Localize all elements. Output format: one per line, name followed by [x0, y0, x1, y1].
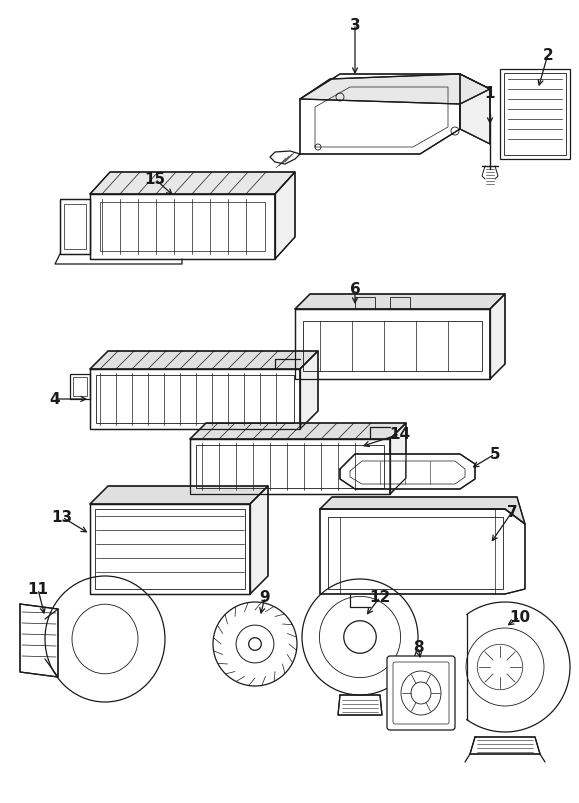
Text: 7: 7: [507, 505, 517, 520]
Bar: [60, 200, 90, 255]
Text: 3: 3: [350, 18, 360, 32]
Text: 14: 14: [390, 427, 411, 442]
Text: 1: 1: [485, 87, 495, 101]
Polygon shape: [90, 352, 318, 369]
Text: 11: 11: [27, 582, 49, 597]
Bar: [64, 205, 86, 250]
Bar: [328, 517, 503, 589]
Polygon shape: [90, 195, 275, 259]
Text: 8: 8: [413, 640, 423, 654]
Polygon shape: [300, 352, 318, 430]
Polygon shape: [90, 487, 268, 504]
Polygon shape: [20, 604, 58, 677]
Text: 5: 5: [490, 447, 500, 462]
Polygon shape: [275, 173, 295, 259]
Bar: [96, 376, 294, 423]
Bar: [504, 74, 566, 156]
Text: 2: 2: [543, 47, 554, 63]
Polygon shape: [190, 439, 390, 495]
Bar: [295, 310, 490, 380]
Polygon shape: [250, 487, 268, 594]
Bar: [70, 374, 90, 400]
Bar: [196, 446, 384, 488]
Polygon shape: [300, 75, 460, 155]
Text: 13: 13: [52, 510, 72, 525]
Polygon shape: [470, 737, 540, 754]
Text: 4: 4: [50, 392, 60, 407]
Bar: [100, 202, 265, 251]
Polygon shape: [320, 497, 525, 524]
Bar: [90, 369, 300, 430]
Polygon shape: [490, 295, 505, 380]
Polygon shape: [190, 423, 406, 439]
Bar: [500, 70, 570, 160]
Text: 15: 15: [144, 173, 166, 187]
Polygon shape: [295, 310, 490, 380]
Text: 6: 6: [350, 282, 360, 297]
Polygon shape: [340, 454, 475, 489]
Polygon shape: [90, 173, 295, 195]
Polygon shape: [300, 75, 490, 105]
Polygon shape: [295, 295, 505, 310]
FancyBboxPatch shape: [387, 656, 455, 730]
Polygon shape: [460, 75, 490, 145]
Polygon shape: [60, 200, 90, 255]
Polygon shape: [320, 509, 525, 594]
Bar: [90, 504, 250, 594]
Bar: [73, 377, 87, 397]
Polygon shape: [390, 423, 406, 495]
Bar: [303, 321, 482, 372]
Bar: [190, 439, 390, 495]
Text: 10: 10: [510, 609, 530, 625]
Polygon shape: [338, 695, 382, 715]
Bar: [355, 298, 375, 310]
Bar: [390, 298, 410, 310]
Polygon shape: [90, 504, 250, 594]
Text: 9: 9: [260, 589, 270, 605]
Polygon shape: [90, 369, 300, 430]
Bar: [95, 509, 245, 589]
Text: 12: 12: [369, 589, 391, 605]
Bar: [90, 195, 275, 259]
